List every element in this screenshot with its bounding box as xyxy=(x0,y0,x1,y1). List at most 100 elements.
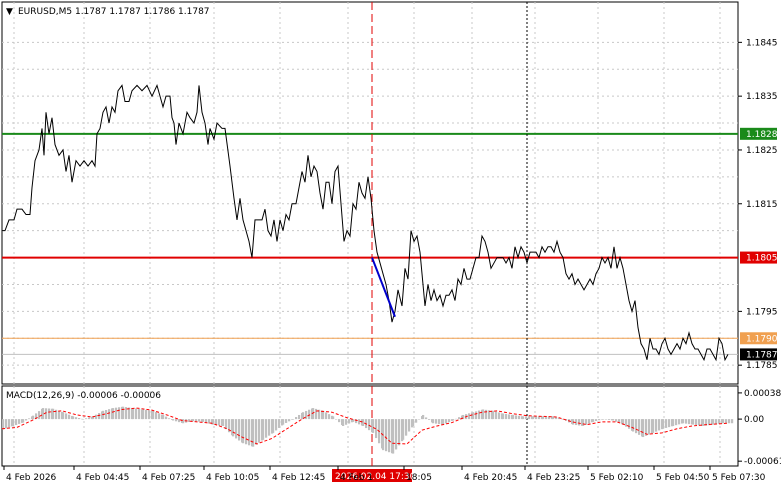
macd-histogram-bar xyxy=(475,411,478,420)
macd-histogram-bar xyxy=(538,416,541,420)
macd-histogram-bar xyxy=(81,418,84,420)
macd-histogram-bar xyxy=(442,419,445,425)
macd-histogram-bar xyxy=(705,419,708,426)
macd-histogram-bar xyxy=(715,419,718,425)
macd-histogram-bar xyxy=(122,406,125,420)
macd-histogram-bar xyxy=(472,412,475,420)
price-line xyxy=(2,83,729,362)
price-tick-label: 1.1785 xyxy=(746,361,778,371)
level-label: 1.1787 xyxy=(746,350,778,360)
macd-histogram-bar xyxy=(408,419,411,432)
macd-histogram-bar xyxy=(358,419,361,425)
macd-histogram-bar xyxy=(632,419,635,432)
time-tick-label: 4 Feb 1 xyxy=(340,473,373,483)
macd-histogram-bar xyxy=(505,414,508,420)
macd-histogram-bar xyxy=(655,419,658,432)
macd-histogram-bar xyxy=(388,419,391,453)
macd-histogram-bar xyxy=(172,419,175,421)
macd-histogram-bar xyxy=(535,416,538,420)
macd-histogram-bar xyxy=(212,419,215,425)
macd-histogram-bar xyxy=(392,419,395,454)
macd-histogram-bar xyxy=(398,419,401,446)
macd-histogram-bar xyxy=(562,419,565,420)
macd-histogram-bar xyxy=(108,409,111,420)
macd-histogram-bar xyxy=(675,419,678,426)
price-series xyxy=(2,83,729,362)
macd-histogram-bar xyxy=(362,419,365,426)
macd-histogram-bar xyxy=(458,417,461,420)
macd-histogram-bar xyxy=(268,419,271,436)
macd-histogram-bar xyxy=(12,419,15,426)
macd-histogram-bar xyxy=(415,419,418,423)
macd-histogram-bar xyxy=(15,419,18,425)
time-tick-label: 4 Feb 20:45 xyxy=(464,473,517,483)
macd-histogram-bar xyxy=(308,409,311,420)
macd-histogram-bar xyxy=(638,419,641,435)
macd-histogram-bar xyxy=(145,409,148,420)
macd-histogram-bar xyxy=(298,414,301,420)
macd-histogram-bar xyxy=(182,419,185,424)
macd-histogram-bar xyxy=(28,418,31,420)
macd-histogram-bar xyxy=(695,419,698,426)
macd-histogram-bar xyxy=(482,409,485,420)
level-label: 1.1790 xyxy=(746,334,778,344)
macd-histogram-bar xyxy=(492,410,495,420)
macd-histogram-bar xyxy=(731,419,734,424)
macd-histogram-bar xyxy=(662,419,665,429)
macd-histogram-bar xyxy=(722,419,725,424)
macd-histogram-bar xyxy=(312,408,315,420)
macd-histogram-bar xyxy=(522,416,525,420)
macd-histogram-bar xyxy=(622,419,625,425)
macd-histogram-bar xyxy=(372,419,375,433)
macd-histogram-bar xyxy=(195,419,198,422)
axes: 1.1845 1.1835 1.1825 1.1815 1.1795 1.1785 4 Fe… xyxy=(3,38,781,483)
macd-histogram-bar xyxy=(225,419,228,430)
macd-histogram-bar xyxy=(422,414,425,420)
macd-histogram-bar xyxy=(202,419,205,422)
macd-histogram-bar xyxy=(608,419,611,420)
macd-histogram-bar xyxy=(198,419,201,422)
macd-histogram-bar xyxy=(68,414,71,420)
macd-histogram-bar xyxy=(561,418,564,420)
macd-histogram-bar xyxy=(105,410,108,420)
macd-histogram-bar xyxy=(582,419,585,426)
macd-histogram-bar xyxy=(65,413,68,420)
macd-histogram-bar xyxy=(592,419,595,422)
macd-histogram-bar xyxy=(285,419,288,423)
macd-histogram-bar xyxy=(548,416,551,420)
macd-histogram-bar xyxy=(72,416,75,420)
menu-arrow-icon[interactable]: ▼ xyxy=(6,7,13,17)
macd-histogram-bar xyxy=(425,417,428,420)
macd-histogram-bar xyxy=(328,414,331,420)
macd-histogram-bar xyxy=(315,408,318,420)
macd-histogram-bar xyxy=(428,419,431,420)
macd-histogram-bar xyxy=(138,408,141,420)
macd-histogram-bar xyxy=(342,419,345,426)
macd-histogram-bar xyxy=(58,410,61,420)
time-tick-label: 18:05 xyxy=(406,473,432,483)
time-tick-label: 4 Feb 10:05 xyxy=(206,473,259,483)
macd-histogram-bar xyxy=(338,419,341,423)
macd-histogram-bar xyxy=(625,419,628,427)
macd-histogram-bar xyxy=(578,419,581,426)
time-tick-label: 4 Feb 23:25 xyxy=(527,473,580,483)
macd-histogram-bar xyxy=(645,419,648,436)
macd-histogram-bar xyxy=(152,410,155,420)
macd-histogram-bar xyxy=(452,419,455,421)
macd-histogram-bar xyxy=(278,419,281,428)
macd-histogram-bar xyxy=(98,413,101,420)
macd-histogram-bar xyxy=(222,419,225,426)
macd-histogram-bar xyxy=(575,419,578,426)
macd-histogram-bar xyxy=(272,419,275,433)
macd-histogram-bar xyxy=(518,415,521,420)
price-tick-label: 1.1845 xyxy=(746,38,778,48)
macd-histogram-bar xyxy=(218,419,221,426)
macd-histogram-bar xyxy=(48,408,51,420)
macd-histogram-bar xyxy=(305,410,308,420)
macd-histogram-bar xyxy=(5,419,8,429)
macd-histogram-bar xyxy=(468,413,471,420)
macd-histogram-bar xyxy=(175,419,178,422)
macd-histogram-bar xyxy=(188,419,191,422)
trend-segment xyxy=(371,257,396,318)
